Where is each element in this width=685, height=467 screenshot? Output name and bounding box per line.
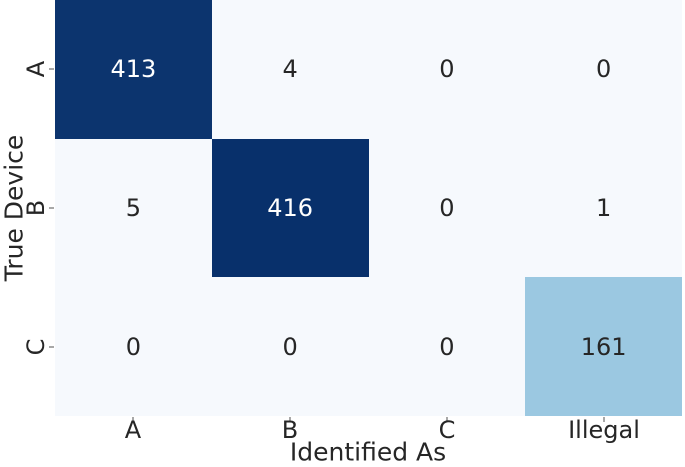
y-tick-mark [49,207,54,209]
heatmap-cell: 1 [525,138,682,278]
heatmap-cell: 413 [55,0,212,139]
heatmap-cell: 416 [211,138,369,278]
heatmap-cell: 0 [55,277,212,416]
heatmap-cell: 0 [368,138,526,278]
heatmap-cell: 0 [368,0,526,139]
cell-value: 0 [125,332,142,361]
y-tick-mark [49,68,54,70]
x-tick-label-illegal: Illegal [568,416,640,444]
x-axis-label: Identified As [289,437,447,467]
heatmap-cell: 0 [368,277,526,416]
cell-value: 5 [125,193,142,222]
y-tick-label-c: C [22,338,50,356]
heatmap-plot-area: 413 4 0 0 5 416 0 1 0 0 0 161 [55,0,682,416]
heatmap-cell: 0 [211,277,369,416]
y-tick-label-a: A [22,60,50,78]
cell-value: 4 [282,55,298,84]
x-tick-label-b: B [281,416,299,444]
x-tick-mark [603,417,605,422]
cell-value: 0 [439,193,455,222]
cell-value: 0 [282,332,298,361]
cell-value: 416 [267,193,314,222]
cell-value: 413 [110,55,157,84]
x-tick-mark [446,417,448,422]
cell-value: 0 [439,332,455,361]
heatmap-cell: 4 [211,0,369,139]
cell-value: 0 [595,55,612,84]
y-tick-label-b: B [22,199,50,217]
heatmap-cell: 5 [55,138,212,278]
x-tick-mark [289,417,291,422]
cell-value: 1 [595,193,612,222]
cell-value: 161 [580,332,627,361]
heatmap-cell: 161 [525,277,682,416]
y-tick-mark [49,346,54,348]
x-tick-label-a: A [124,416,142,444]
cell-value: 0 [439,55,455,84]
heatmap-cell: 0 [525,0,682,139]
x-tick-mark [132,417,134,422]
x-tick-label-c: C [438,416,456,444]
